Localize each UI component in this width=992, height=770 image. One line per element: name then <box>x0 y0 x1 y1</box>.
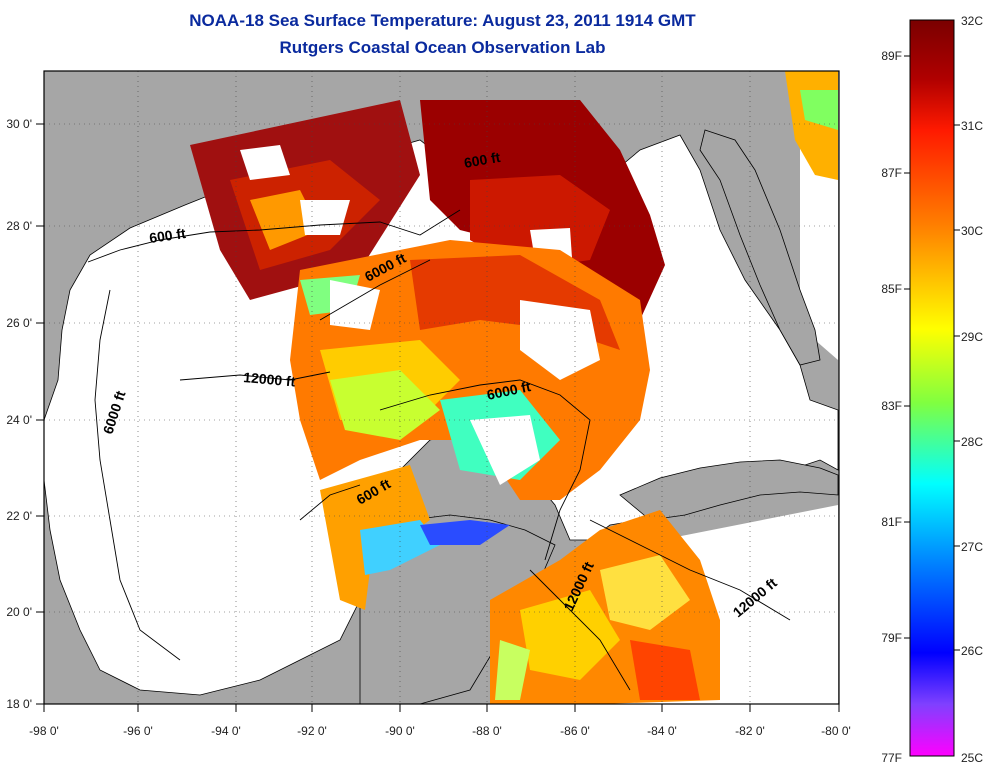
colorbar-celsius-label: 29C <box>961 330 983 344</box>
lat-tick-label: 22 0' <box>6 509 32 523</box>
sst-swath-west <box>190 100 420 300</box>
lon-tick-label: -96 0' <box>123 724 153 738</box>
colorbar-celsius-label: 26C <box>961 644 983 658</box>
colorbar-celsius-label: 32C <box>961 14 983 28</box>
map-frame <box>43 70 840 705</box>
colorbar-celsius-label: 27C <box>961 540 983 554</box>
florida-land <box>699 129 821 366</box>
contour-label: 600 ft <box>463 149 502 171</box>
colorbar-celsius-label: 31C <box>961 119 983 133</box>
colorbar <box>909 19 955 757</box>
lat-tick-label: 18 0' <box>6 697 32 711</box>
colorbar-fahrenheit-label: 79F <box>881 631 902 645</box>
colorbar-celsius-label: 25C <box>961 751 983 765</box>
lon-tick-label: -92 0' <box>297 724 327 738</box>
contour-label: 12000 ft <box>243 369 297 390</box>
colorbar-fahrenheit-label: 89F <box>881 49 902 63</box>
colorbar-ticks <box>904 55 960 651</box>
sst-swath-campeche <box>320 465 510 610</box>
sst-swath-central <box>290 240 650 500</box>
colorbar-fahrenheit-label: 81F <box>881 515 902 529</box>
lon-tick-label: -82 0' <box>735 724 765 738</box>
axis-ticks <box>36 123 840 712</box>
colorbar-fahrenheit-label: 85F <box>881 282 902 296</box>
lon-tick-label: -80 0' <box>821 724 851 738</box>
sst-swath-atlantic <box>785 71 838 180</box>
lon-tick-label: -98 0' <box>29 724 59 738</box>
lat-tick-label: 20 0' <box>6 605 32 619</box>
bathymetry-contours <box>87 209 791 691</box>
colorbar-fahrenheit-label: 83F <box>881 399 902 413</box>
map-subtitle: Rutgers Coastal Ocean Observation Lab <box>279 38 606 57</box>
lon-tick-label: -86 0' <box>560 724 590 738</box>
colorbar-fahrenheit-label: 77F <box>881 751 902 765</box>
lat-tick-label: 30 0' <box>6 117 32 131</box>
lon-tick-label: -94 0' <box>211 724 241 738</box>
contour-label: 600 ft <box>148 225 187 246</box>
lat-tick-label: 24 0' <box>6 413 32 427</box>
map-title: NOAA-18 Sea Surface Temperature: August … <box>189 11 696 30</box>
lon-tick-label: -90 0' <box>385 724 415 738</box>
cuba-land <box>619 459 839 521</box>
lon-tick-label: -84 0' <box>647 724 677 738</box>
lat-tick-label: 26 0' <box>6 316 32 330</box>
colorbar-celsius-label: 28C <box>961 435 983 449</box>
lat-tick-label: 28 0' <box>6 219 32 233</box>
colorbar-fahrenheit-label: 87F <box>881 166 902 180</box>
graticule <box>44 71 839 704</box>
lon-tick-label: -88 0' <box>472 724 502 738</box>
colorbar-celsius-label: 30C <box>961 224 983 238</box>
sst-swath-southeast <box>490 510 720 704</box>
